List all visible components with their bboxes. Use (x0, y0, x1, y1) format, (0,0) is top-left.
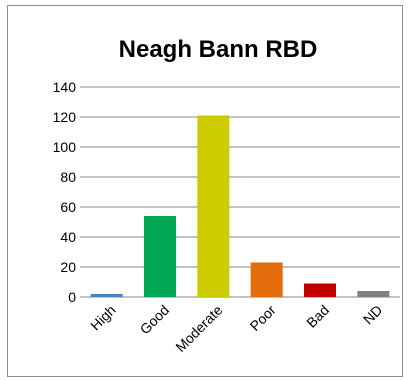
y-tick-label: 120 (53, 109, 77, 125)
y-tick-label: 140 (53, 79, 77, 95)
x-tick-label-high: High (87, 302, 119, 334)
bar-nd (357, 291, 390, 297)
bars (90, 115, 390, 297)
gridlines (80, 86, 400, 268)
bar-good (144, 216, 176, 297)
bar-high (90, 294, 123, 297)
y-axis-ticks: 0 20 40 60 80 100 120 140 (53, 79, 77, 305)
y-tick-label: 20 (60, 259, 76, 275)
x-axis-ticks: High Good Moderate Poor Bad ND (87, 302, 385, 355)
y-tick-label: 60 (60, 199, 76, 215)
bar-moderate (197, 115, 230, 297)
bar-bad (304, 283, 336, 297)
x-tick-label-moderate: Moderate (172, 302, 225, 355)
x-tick-label-bad: Bad (303, 302, 332, 331)
y-tick-label: 40 (60, 229, 76, 245)
y-tick-label: 100 (53, 139, 77, 155)
x-tick-label-nd: ND (360, 302, 386, 328)
y-tick-label: 80 (60, 169, 76, 185)
x-tick-label-poor: Poor (247, 302, 279, 334)
y-tick-label: 0 (68, 289, 76, 305)
bar-poor (250, 262, 283, 297)
chart-title: Neagh Bann RBD (119, 36, 318, 63)
x-tick-label-good: Good (137, 302, 173, 338)
